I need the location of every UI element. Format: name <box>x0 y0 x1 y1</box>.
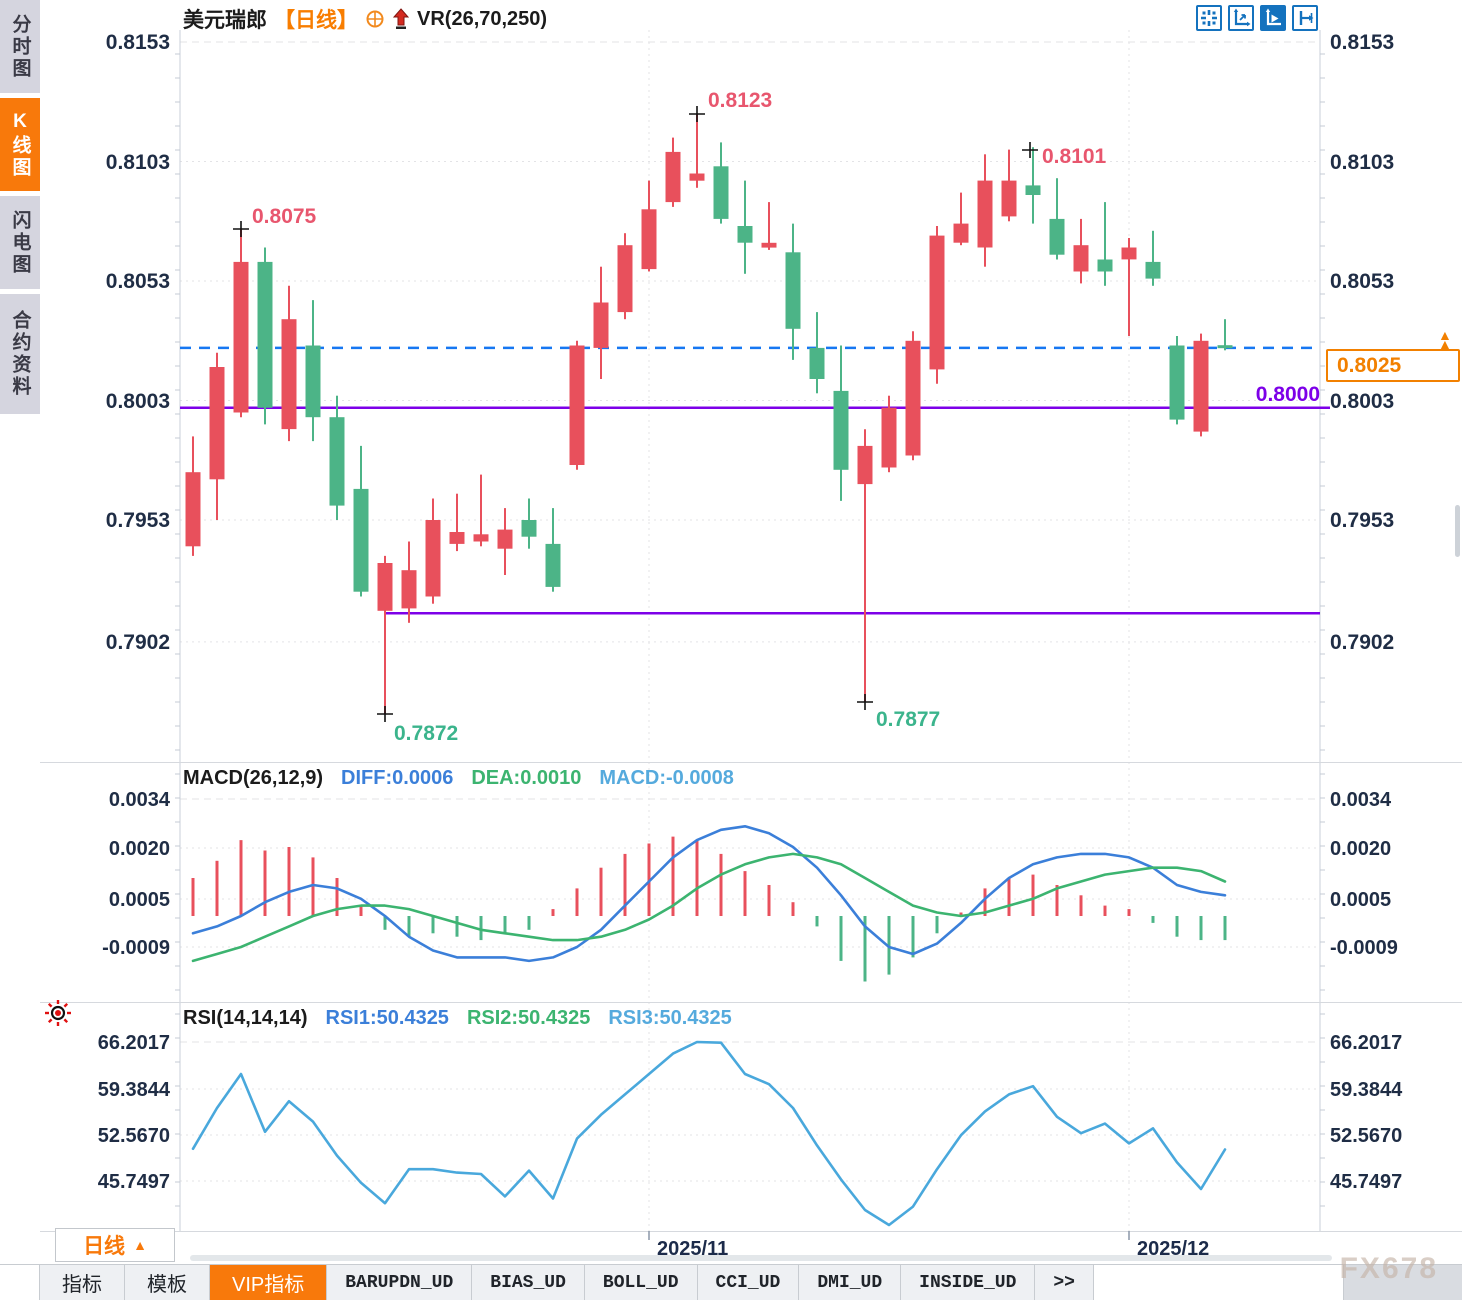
svg-text:45.7497: 45.7497 <box>98 1171 170 1193</box>
bottom-tab->>[interactable]: >> <box>1035 1265 1094 1300</box>
annotation-marker <box>1022 142 1038 158</box>
macd-dea-line <box>191 852 1227 963</box>
indicator-tab-bar: 指标 模板 VIP指标 BARUPDN_UD BIAS_UD BOLL_UD CCI_UD D… <box>0 1264 1462 1300</box>
svg-text:-0.0009: -0.0009 <box>102 937 170 959</box>
svg-text:66.2017: 66.2017 <box>98 1032 170 1054</box>
sidebar: 分时图 K线图闪电图合约资料 <box>0 0 40 460</box>
toolbar-goto-latest-icon[interactable] <box>1292 5 1318 31</box>
rsi1-value: RSI1:50.4325 <box>325 1007 449 1029</box>
period-selector[interactable]: 日线 ▲ <box>55 1228 175 1262</box>
svg-text:0.8053: 0.8053 <box>1330 270 1394 293</box>
macd-macd-value: MACD:-0.0008 <box>599 767 734 789</box>
annotation-label: 0.8123 <box>708 89 772 112</box>
svg-text:0.0020: 0.0020 <box>1330 838 1391 860</box>
bottom-tab-[interactable]: 模板 <box>125 1265 210 1300</box>
sidebar-tab-flash-chart[interactable]: 闪电图 <box>0 196 40 289</box>
svg-text:59.3844: 59.3844 <box>98 1079 171 1101</box>
rsi3-value: RSI3:50.4325 <box>608 1007 732 1029</box>
svg-text:0.8053: 0.8053 <box>106 270 170 293</box>
sidebar-tab-contract-info[interactable]: 合约资料 <box>0 294 40 414</box>
current-price-tag: 0.8025 <box>1326 349 1460 382</box>
horizontal-scrollbar[interactable] <box>190 1255 1332 1261</box>
chart-toolbar <box>1196 5 1318 31</box>
bottom-tab-VIP[interactable]: VIP指标 <box>210 1265 328 1300</box>
toolbar-auto-scale-icon[interactable] <box>1260 5 1286 31</box>
period-selector-label: 日线 <box>83 1235 126 1258</box>
annotation-label: 0.7872 <box>394 722 458 745</box>
svg-text:0.7902: 0.7902 <box>1330 631 1394 654</box>
candles <box>185 113 1233 714</box>
price-up-arrow-icon: ▲ ▲ <box>1438 327 1452 352</box>
svg-text:59.3844: 59.3844 <box>1330 1079 1403 1101</box>
toolbar-axis-scale-icon[interactable] <box>1228 5 1254 31</box>
tab-bar-corner <box>0 1265 40 1300</box>
svg-text:0.8153: 0.8153 <box>1330 31 1394 54</box>
svg-text:0.7953: 0.7953 <box>106 509 170 532</box>
date-label: 2025/12 <box>1137 1238 1209 1260</box>
support-price-label: 0.8000 <box>1255 383 1320 406</box>
bottom-tab-DMI_UD[interactable]: DMI_UD <box>799 1265 902 1300</box>
macd-dea-value: DEA:0.0010 <box>471 767 582 789</box>
annotation-marker <box>377 706 393 722</box>
toolbar-crosshair-icon[interactable] <box>1196 5 1222 31</box>
svg-text:0.8103: 0.8103 <box>106 151 170 174</box>
chart-header: 美元瑞郎 【日线】 VR(26,70,250) <box>183 6 548 33</box>
macd-histogram <box>191 836 1227 982</box>
macd-diff-line <box>191 824 1227 963</box>
bottom-tab-BARUPDN_UD[interactable]: BARUPDN_UD <box>327 1265 473 1300</box>
bottom-tab-BOLL_UD[interactable]: BOLL_UD <box>584 1265 698 1300</box>
svg-text:0.8153: 0.8153 <box>106 31 170 54</box>
svg-text:52.5670: 52.5670 <box>1330 1125 1402 1147</box>
rsi2-value: RSI2:50.4325 <box>466 1007 591 1029</box>
rsi-title[interactable]: RSI(14,14,14) <box>183 1007 308 1029</box>
bottom-tab-CCI_UD[interactable]: CCI_UD <box>697 1265 800 1300</box>
svg-text:0.0005: 0.0005 <box>1330 889 1391 911</box>
annotation-label: 0.8075 <box>252 205 317 228</box>
bottom-tab-INSIDE_UD[interactable]: INSIDE_UD <box>901 1265 1036 1300</box>
chevron-up-icon: ▲ <box>133 1237 147 1253</box>
svg-text:0.8103: 0.8103 <box>1330 151 1394 174</box>
up-arrow-icon <box>392 8 410 30</box>
macd-diff-value: DIFF:0.0006 <box>341 767 454 789</box>
symbol-name: 美元瑞郎 <box>183 9 267 32</box>
svg-text:66.2017: 66.2017 <box>1330 1032 1402 1054</box>
svg-text:45.7497: 45.7497 <box>1330 1171 1402 1193</box>
macd-title[interactable]: MACD(26,12,9) <box>183 767 324 789</box>
annotation-marker <box>233 221 249 237</box>
rsi-header: RSI(14,14,14) RSI1:50.4325 RSI2:50.4325 … <box>183 1007 732 1030</box>
svg-text:0.0034: 0.0034 <box>1330 789 1392 811</box>
overlay-indicator-label: VR(26,70,250) <box>417 7 548 30</box>
sidebar-tab-kline-chart[interactable]: K线图 <box>0 98 40 191</box>
tab-bar-filler <box>1093 1265 1344 1300</box>
target-icon[interactable] <box>365 9 385 29</box>
bottom-tab-[interactable]: 指标 <box>40 1265 125 1300</box>
svg-text:0.8003: 0.8003 <box>106 390 170 413</box>
svg-text:0.0020: 0.0020 <box>109 838 170 860</box>
sun-icon[interactable] <box>44 999 72 1027</box>
macd-header: MACD(26,12,9) DIFF:0.0006 DEA:0.0010 MAC… <box>183 767 734 790</box>
period-label[interactable]: 【日线】 <box>274 9 358 32</box>
svg-text:-0.0009: -0.0009 <box>1330 937 1398 959</box>
annotation-label: 0.8101 <box>1042 145 1107 168</box>
svg-text:0.0005: 0.0005 <box>109 889 170 911</box>
sidebar-tab-time-chart[interactable]: 分时图 <box>0 0 40 93</box>
svg-text:0.7953: 0.7953 <box>1330 509 1394 532</box>
date-label: 2025/11 <box>657 1238 728 1260</box>
annotation-label: 0.7877 <box>876 708 940 731</box>
svg-text:0.7902: 0.7902 <box>106 631 170 654</box>
bottom-tab-BIAS_UD[interactable]: BIAS_UD <box>472 1265 585 1300</box>
svg-text:0.8003: 0.8003 <box>1330 390 1394 413</box>
watermark: FX678 <box>1339 1252 1438 1285</box>
svg-text:52.5670: 52.5670 <box>98 1125 170 1147</box>
svg-text:0.0034: 0.0034 <box>109 789 171 811</box>
rsi-line <box>191 1040 1227 1227</box>
vertical-scrollbar[interactable] <box>1455 505 1460 557</box>
annotation-marker <box>689 106 705 122</box>
annotation-marker <box>857 694 873 710</box>
